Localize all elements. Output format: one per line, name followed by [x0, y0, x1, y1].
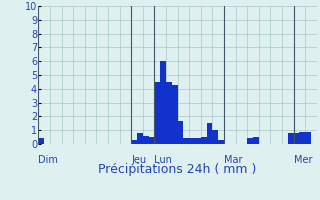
Bar	[143, 136, 148, 144]
Text: Dim: Dim	[38, 155, 58, 165]
Bar	[247, 138, 253, 144]
Bar	[172, 85, 178, 144]
Bar	[212, 130, 218, 144]
Bar	[218, 140, 224, 144]
Bar	[195, 138, 201, 144]
Bar	[189, 138, 195, 144]
Text: Mer: Mer	[294, 155, 312, 165]
Bar	[288, 133, 294, 144]
Bar	[201, 137, 207, 144]
Bar	[166, 82, 172, 144]
Bar	[207, 123, 212, 144]
Bar	[178, 121, 183, 144]
Bar	[38, 138, 44, 144]
Bar	[155, 82, 160, 144]
Bar	[305, 132, 311, 144]
Bar	[148, 137, 155, 144]
Bar	[294, 133, 300, 144]
Bar	[183, 138, 189, 144]
Text: Jeu: Jeu	[131, 155, 146, 165]
Bar	[300, 132, 305, 144]
Bar	[137, 133, 143, 144]
Bar	[131, 140, 137, 144]
X-axis label: Précipitations 24h ( mm ): Précipitations 24h ( mm )	[99, 163, 257, 176]
Text: Mar: Mar	[224, 155, 243, 165]
Bar	[253, 137, 259, 144]
Text: Lun: Lun	[155, 155, 172, 165]
Bar	[160, 61, 166, 144]
